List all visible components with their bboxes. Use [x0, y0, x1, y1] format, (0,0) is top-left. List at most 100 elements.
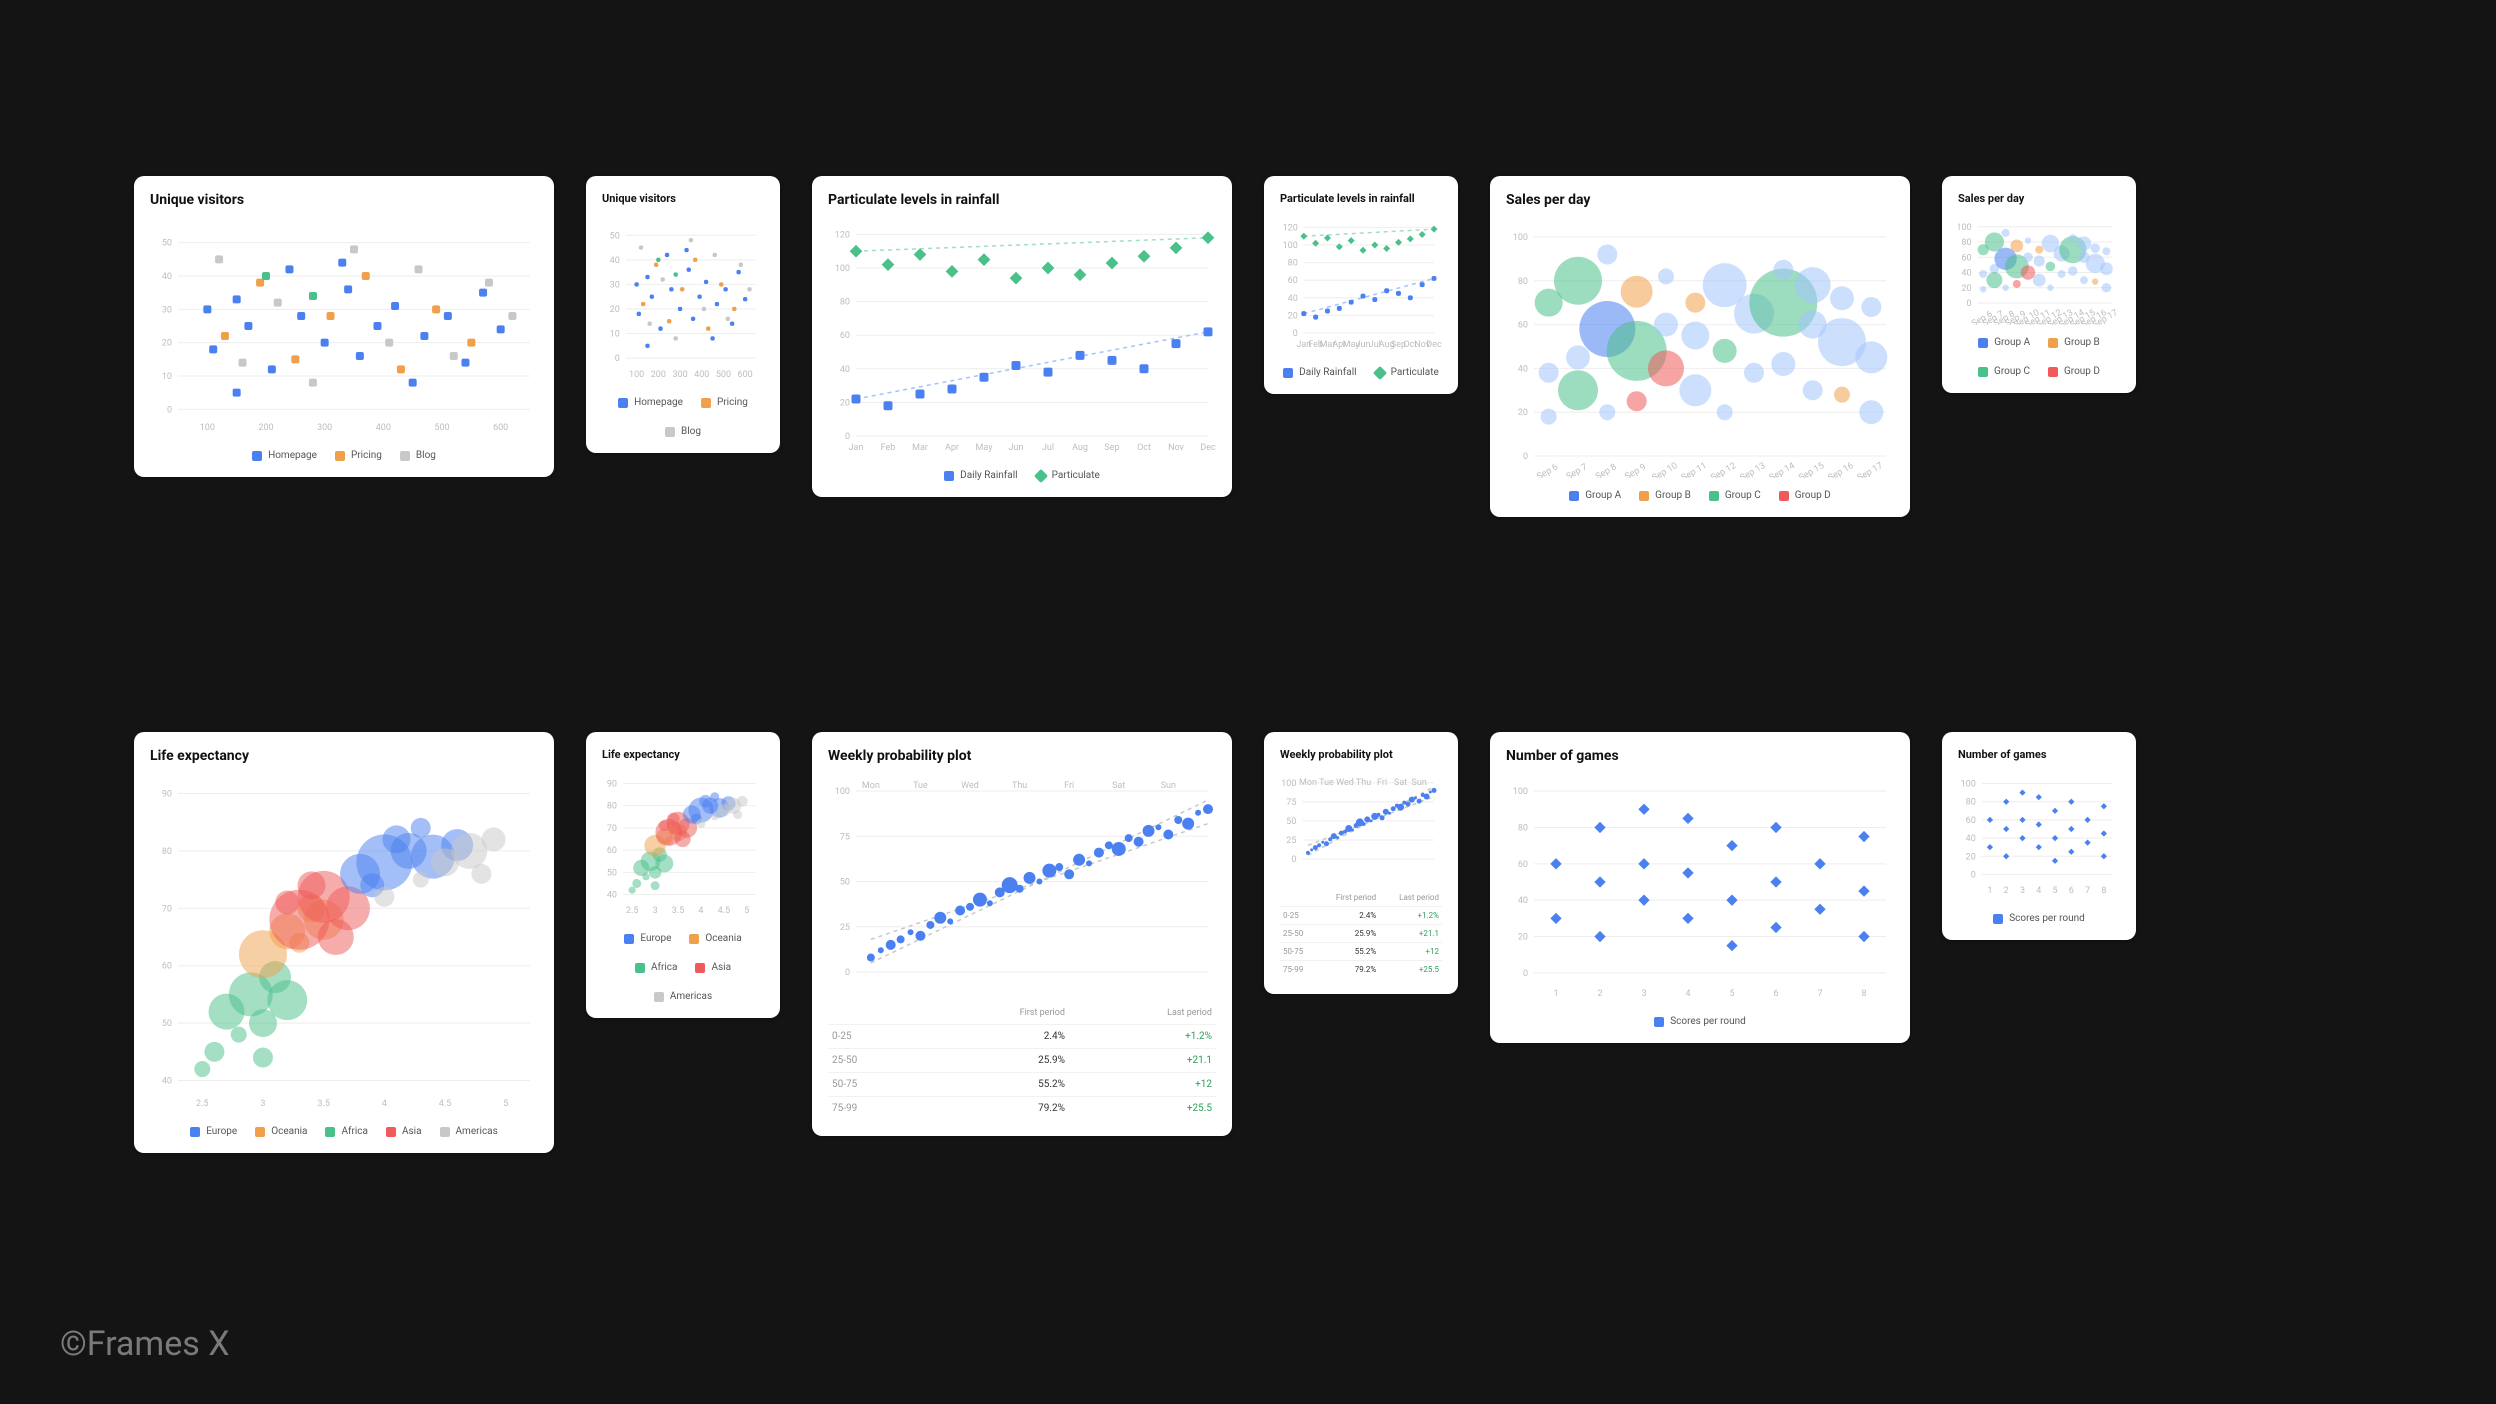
- svg-text:200: 200: [258, 423, 273, 433]
- svg-text:80: 80: [1518, 823, 1528, 833]
- legend-item: Americas: [654, 991, 712, 1002]
- legend-item: Asia: [386, 1126, 422, 1137]
- svg-text:100: 100: [1281, 779, 1296, 789]
- svg-text:5: 5: [1729, 989, 1734, 999]
- svg-text:May: May: [976, 443, 994, 453]
- svg-text:300: 300: [672, 370, 687, 380]
- svg-text:Sun: Sun: [1412, 778, 1427, 788]
- svg-text:Wed: Wed: [1336, 778, 1354, 788]
- svg-text:Sep 6: Sep 6: [1535, 462, 1559, 478]
- legend: Scores per round: [1958, 913, 2120, 924]
- chart-row-1: Unique visitors 010203040501002003004005…: [134, 176, 2334, 517]
- svg-text:3: 3: [1641, 989, 1646, 999]
- svg-text:40: 40: [162, 272, 172, 282]
- chart-title: Life expectancy: [602, 748, 764, 761]
- legend-item: Oceania: [255, 1126, 307, 1137]
- svg-text:50: 50: [607, 868, 617, 878]
- svg-text:20: 20: [1518, 933, 1528, 943]
- svg-text:75: 75: [1286, 798, 1296, 808]
- svg-text:6: 6: [2069, 886, 2074, 896]
- svg-text:0: 0: [1291, 855, 1296, 865]
- legend-item: Africa: [325, 1126, 368, 1137]
- svg-text:Tue: Tue: [913, 781, 928, 791]
- svg-text:60: 60: [1518, 860, 1528, 870]
- svg-text:0: 0: [1523, 969, 1528, 979]
- svg-text:20: 20: [1518, 408, 1528, 418]
- svg-text:25: 25: [1286, 836, 1296, 846]
- svg-text:0: 0: [615, 354, 620, 364]
- svg-text:600: 600: [493, 423, 508, 433]
- svg-text:100: 100: [1283, 241, 1298, 251]
- svg-text:Oct: Oct: [1137, 443, 1151, 453]
- card-life-expectancy: Life expectancy 4050607080902.533.544.55…: [134, 732, 554, 1153]
- svg-text:5: 5: [503, 1099, 508, 1109]
- legend-item: Particulate: [1375, 367, 1439, 378]
- svg-text:80: 80: [162, 847, 172, 857]
- svg-text:100: 100: [629, 370, 644, 380]
- legend-item: Group C: [1709, 490, 1761, 501]
- card-particulate: Particulate levels in rainfall 020406080…: [812, 176, 1232, 497]
- chart-title: Weekly probability plot: [1280, 748, 1442, 761]
- svg-text:20: 20: [1966, 852, 1976, 862]
- svg-text:100: 100: [1513, 787, 1528, 797]
- card-games-sm: Number of games 02040608010012345678 Sco…: [1942, 732, 2136, 940]
- svg-text:2.5: 2.5: [196, 1099, 209, 1109]
- svg-text:Dec: Dec: [1426, 340, 1442, 350]
- legend-item: Particulate: [1036, 470, 1100, 481]
- chart-title: Number of games: [1958, 748, 2120, 761]
- diamond-scatter-chart: 02040608010012345678: [1506, 774, 1894, 1004]
- legend-item: Blog: [665, 426, 701, 437]
- svg-text:400: 400: [694, 370, 709, 380]
- svg-text:Sep 7: Sep 7: [1565, 462, 1589, 478]
- legend-item: Daily Rainfall: [1283, 367, 1356, 378]
- svg-text:8: 8: [2101, 886, 2106, 896]
- diamond-scatter-chart: 02040608010012345678: [1958, 771, 2120, 901]
- svg-text:300: 300: [317, 423, 332, 433]
- svg-text:90: 90: [607, 779, 617, 789]
- svg-text:100: 100: [1958, 223, 1972, 233]
- svg-text:Jul: Jul: [1042, 443, 1054, 453]
- card-life-expectancy-sm: Life expectancy 4050607080902.533.544.55…: [586, 732, 780, 1018]
- svg-text:Tue: Tue: [1319, 778, 1334, 788]
- svg-text:Apr: Apr: [945, 443, 959, 453]
- legend-item: Group A: [1569, 490, 1621, 501]
- chart-title: Unique visitors: [602, 192, 764, 205]
- svg-text:200: 200: [651, 370, 666, 380]
- svg-text:80: 80: [1966, 798, 1976, 808]
- legend: EuropeOceaniaAfricaAsiaAmericas: [150, 1126, 538, 1137]
- svg-text:70: 70: [162, 904, 172, 914]
- legend-item: Group B: [2048, 337, 2100, 348]
- svg-text:30: 30: [162, 305, 172, 315]
- svg-text:Jun: Jun: [1009, 443, 1024, 453]
- legend: Daily Rainfall Particulate: [1280, 367, 1442, 378]
- svg-text:50: 50: [1286, 817, 1296, 827]
- chart-title: Particulate levels in rainfall: [1280, 192, 1442, 205]
- svg-text:60: 60: [1518, 321, 1528, 331]
- svg-text:20: 20: [1961, 284, 1971, 294]
- svg-text:50: 50: [162, 1019, 172, 1029]
- svg-text:Wed: Wed: [961, 781, 979, 791]
- svg-text:Fri: Fri: [1377, 778, 1387, 788]
- svg-text:4: 4: [2036, 886, 2041, 896]
- scatter-line-chart: 020406080100120JanFebMarAprMayJunJulAugS…: [1280, 215, 1442, 355]
- svg-text:80: 80: [1961, 238, 1971, 248]
- svg-text:60: 60: [1961, 253, 1971, 263]
- svg-text:30: 30: [610, 280, 620, 290]
- svg-text:1: 1: [1553, 989, 1558, 999]
- svg-text:Sep 17: Sep 17: [1856, 461, 1885, 478]
- svg-text:80: 80: [1288, 259, 1298, 269]
- svg-text:3.5: 3.5: [317, 1099, 330, 1109]
- legend-item: Africa: [635, 962, 678, 973]
- svg-text:80: 80: [840, 298, 850, 308]
- chart-title: Sales per day: [1506, 192, 1894, 208]
- svg-text:20: 20: [162, 339, 172, 349]
- svg-text:1: 1: [1987, 886, 1992, 896]
- card-unique-visitors: Unique visitors 010203040501002003004005…: [134, 176, 554, 477]
- svg-text:120: 120: [835, 230, 850, 240]
- svg-text:5: 5: [744, 906, 749, 916]
- legend: HomepagePricingBlog: [602, 397, 764, 437]
- svg-text:2: 2: [1597, 989, 1602, 999]
- svg-text:4: 4: [382, 1099, 387, 1109]
- svg-text:Feb: Feb: [881, 443, 896, 453]
- bubble-chart: 020406080100Sep 6Sep 7Sep 8Sep 9Sep 10Se…: [1958, 215, 2120, 325]
